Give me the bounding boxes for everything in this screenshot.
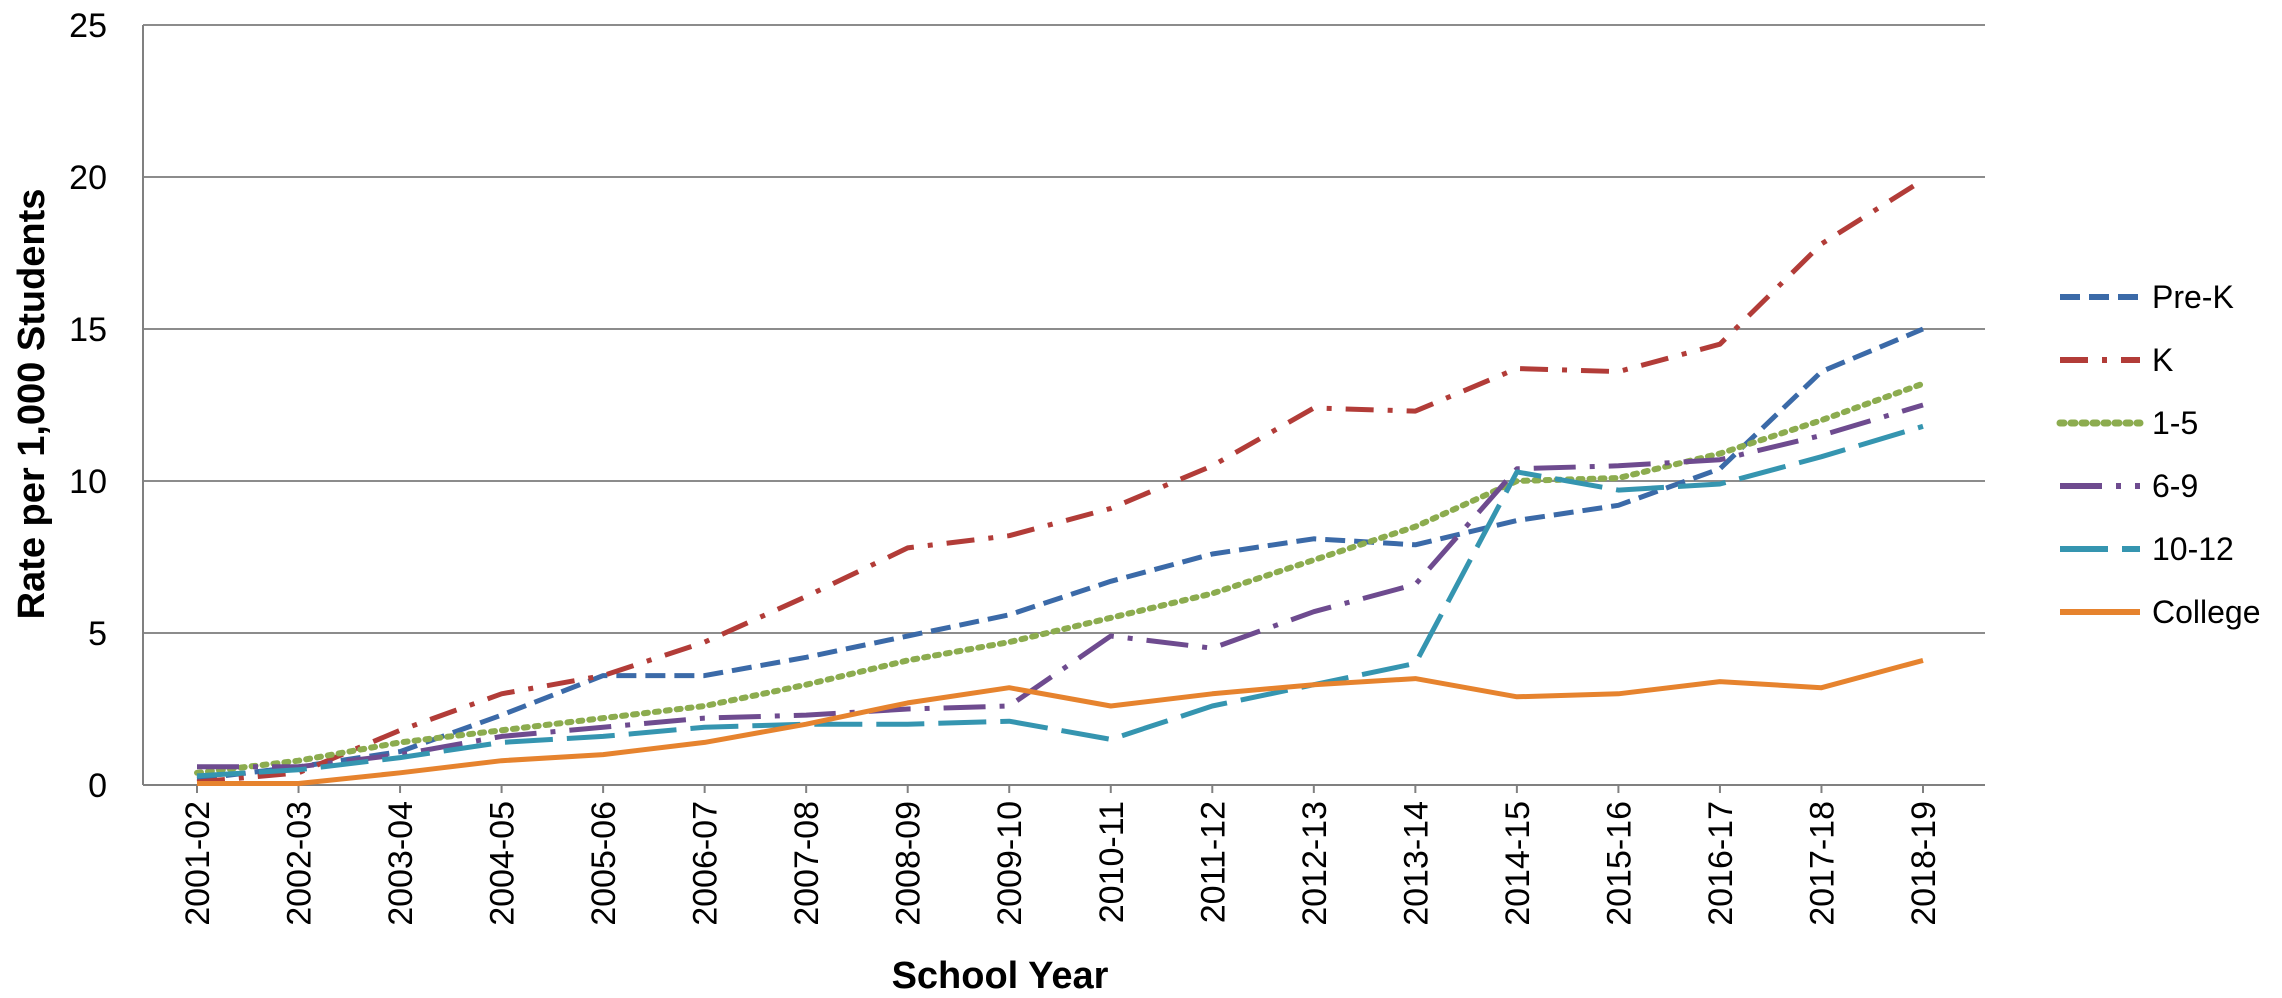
x-tick-label: 2014-15 (1499, 801, 1537, 926)
y-tick-label: 0 (88, 767, 107, 805)
legend-label-1-5: 1-5 (2152, 405, 2198, 441)
x-tick-label: 2016-17 (1702, 801, 1740, 926)
legend-label-k: K (2152, 342, 2173, 378)
x-axis-title: School Year (892, 955, 1109, 997)
y-tick-label: 15 (69, 311, 107, 349)
series-line-pre-k (196, 326, 1924, 782)
x-tick-label: 2009-10 (991, 801, 1029, 926)
x-tick-label: 2011-12 (1194, 801, 1232, 923)
x-tick-label: 2006-07 (687, 801, 725, 926)
x-tick-label: 2015-16 (1600, 801, 1638, 926)
x-tick-label: 2005-06 (585, 801, 623, 926)
legend-label-6-9: 6-9 (2152, 468, 2198, 504)
legend-label-10-12: 10-12 (2152, 531, 2234, 567)
axes (142, 25, 1985, 793)
x-tick-label: 2010-11 (1093, 801, 1131, 923)
x-tick-label: 2004-05 (484, 801, 522, 926)
x-tick-label: 2007-08 (788, 801, 826, 926)
x-tick-label: 2002-03 (281, 801, 319, 926)
x-tick-label: 2018-19 (1905, 801, 1943, 926)
series-line-1-5 (194, 380, 1926, 776)
y-tick-label: 5 (88, 615, 107, 653)
y-tick-label: 25 (69, 7, 107, 45)
series-lines (194, 177, 1926, 786)
x-tick-label: 2012-13 (1296, 801, 1334, 926)
gridlines (143, 24, 1985, 634)
legend-label-college: College (2152, 594, 2261, 630)
series-line-6-9 (197, 402, 1924, 770)
x-tick-label: 2001-02 (179, 801, 217, 926)
y-axis-title: Rate per 1,000 Students (11, 189, 53, 620)
x-tick-label: 2013-14 (1397, 801, 1435, 926)
x-tick-label: 2017-18 (1803, 801, 1841, 926)
legend: Pre-K K 1-5 6-9 10-12 College (2056, 279, 2261, 630)
y-tick-label: 20 (69, 159, 107, 197)
y-tick-label: 10 (69, 463, 107, 501)
series-line-college (197, 657, 1924, 786)
x-tick-label: 2008-09 (890, 801, 928, 926)
series-line-10-12 (196, 423, 1924, 779)
tick-labels: 0 5 10 15 20 25 2001-02 2002-03 2003-04 2004-05 20… (69, 7, 1943, 926)
x-tick-label: 2003-04 (382, 801, 420, 926)
legend-label-pre-k: Pre-K (2152, 279, 2234, 315)
